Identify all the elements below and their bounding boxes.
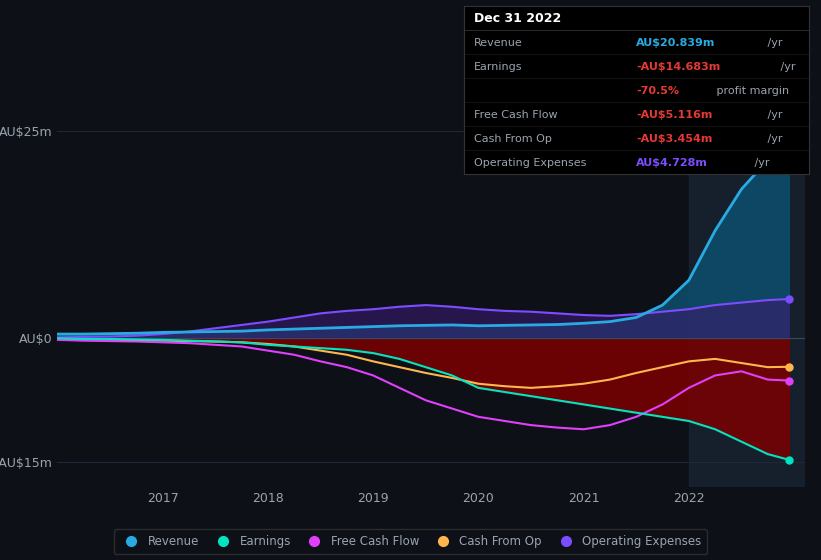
- Text: Free Cash Flow: Free Cash Flow: [475, 110, 557, 120]
- Text: Cash From Op: Cash From Op: [475, 134, 552, 144]
- Text: -AU$5.116m: -AU$5.116m: [636, 110, 713, 120]
- Text: /yr: /yr: [764, 134, 782, 144]
- Legend: Revenue, Earnings, Free Cash Flow, Cash From Op, Operating Expenses: Revenue, Earnings, Free Cash Flow, Cash …: [114, 529, 707, 554]
- Text: AU$4.728m: AU$4.728m: [636, 158, 709, 168]
- Text: -AU$3.454m: -AU$3.454m: [636, 134, 713, 144]
- Text: Earnings: Earnings: [475, 62, 523, 72]
- Text: /yr: /yr: [751, 158, 769, 168]
- Bar: [689, 106, 805, 487]
- Text: -AU$14.683m: -AU$14.683m: [636, 62, 721, 72]
- Text: Revenue: Revenue: [475, 38, 523, 48]
- Text: /yr: /yr: [764, 38, 782, 48]
- Text: -70.5%: -70.5%: [636, 86, 679, 96]
- Text: AU$20.839m: AU$20.839m: [636, 38, 716, 48]
- Text: profit margin: profit margin: [713, 86, 789, 96]
- Text: /yr: /yr: [777, 62, 795, 72]
- Text: Operating Expenses: Operating Expenses: [475, 158, 586, 168]
- Text: Dec 31 2022: Dec 31 2022: [475, 12, 562, 25]
- Text: /yr: /yr: [764, 110, 782, 120]
